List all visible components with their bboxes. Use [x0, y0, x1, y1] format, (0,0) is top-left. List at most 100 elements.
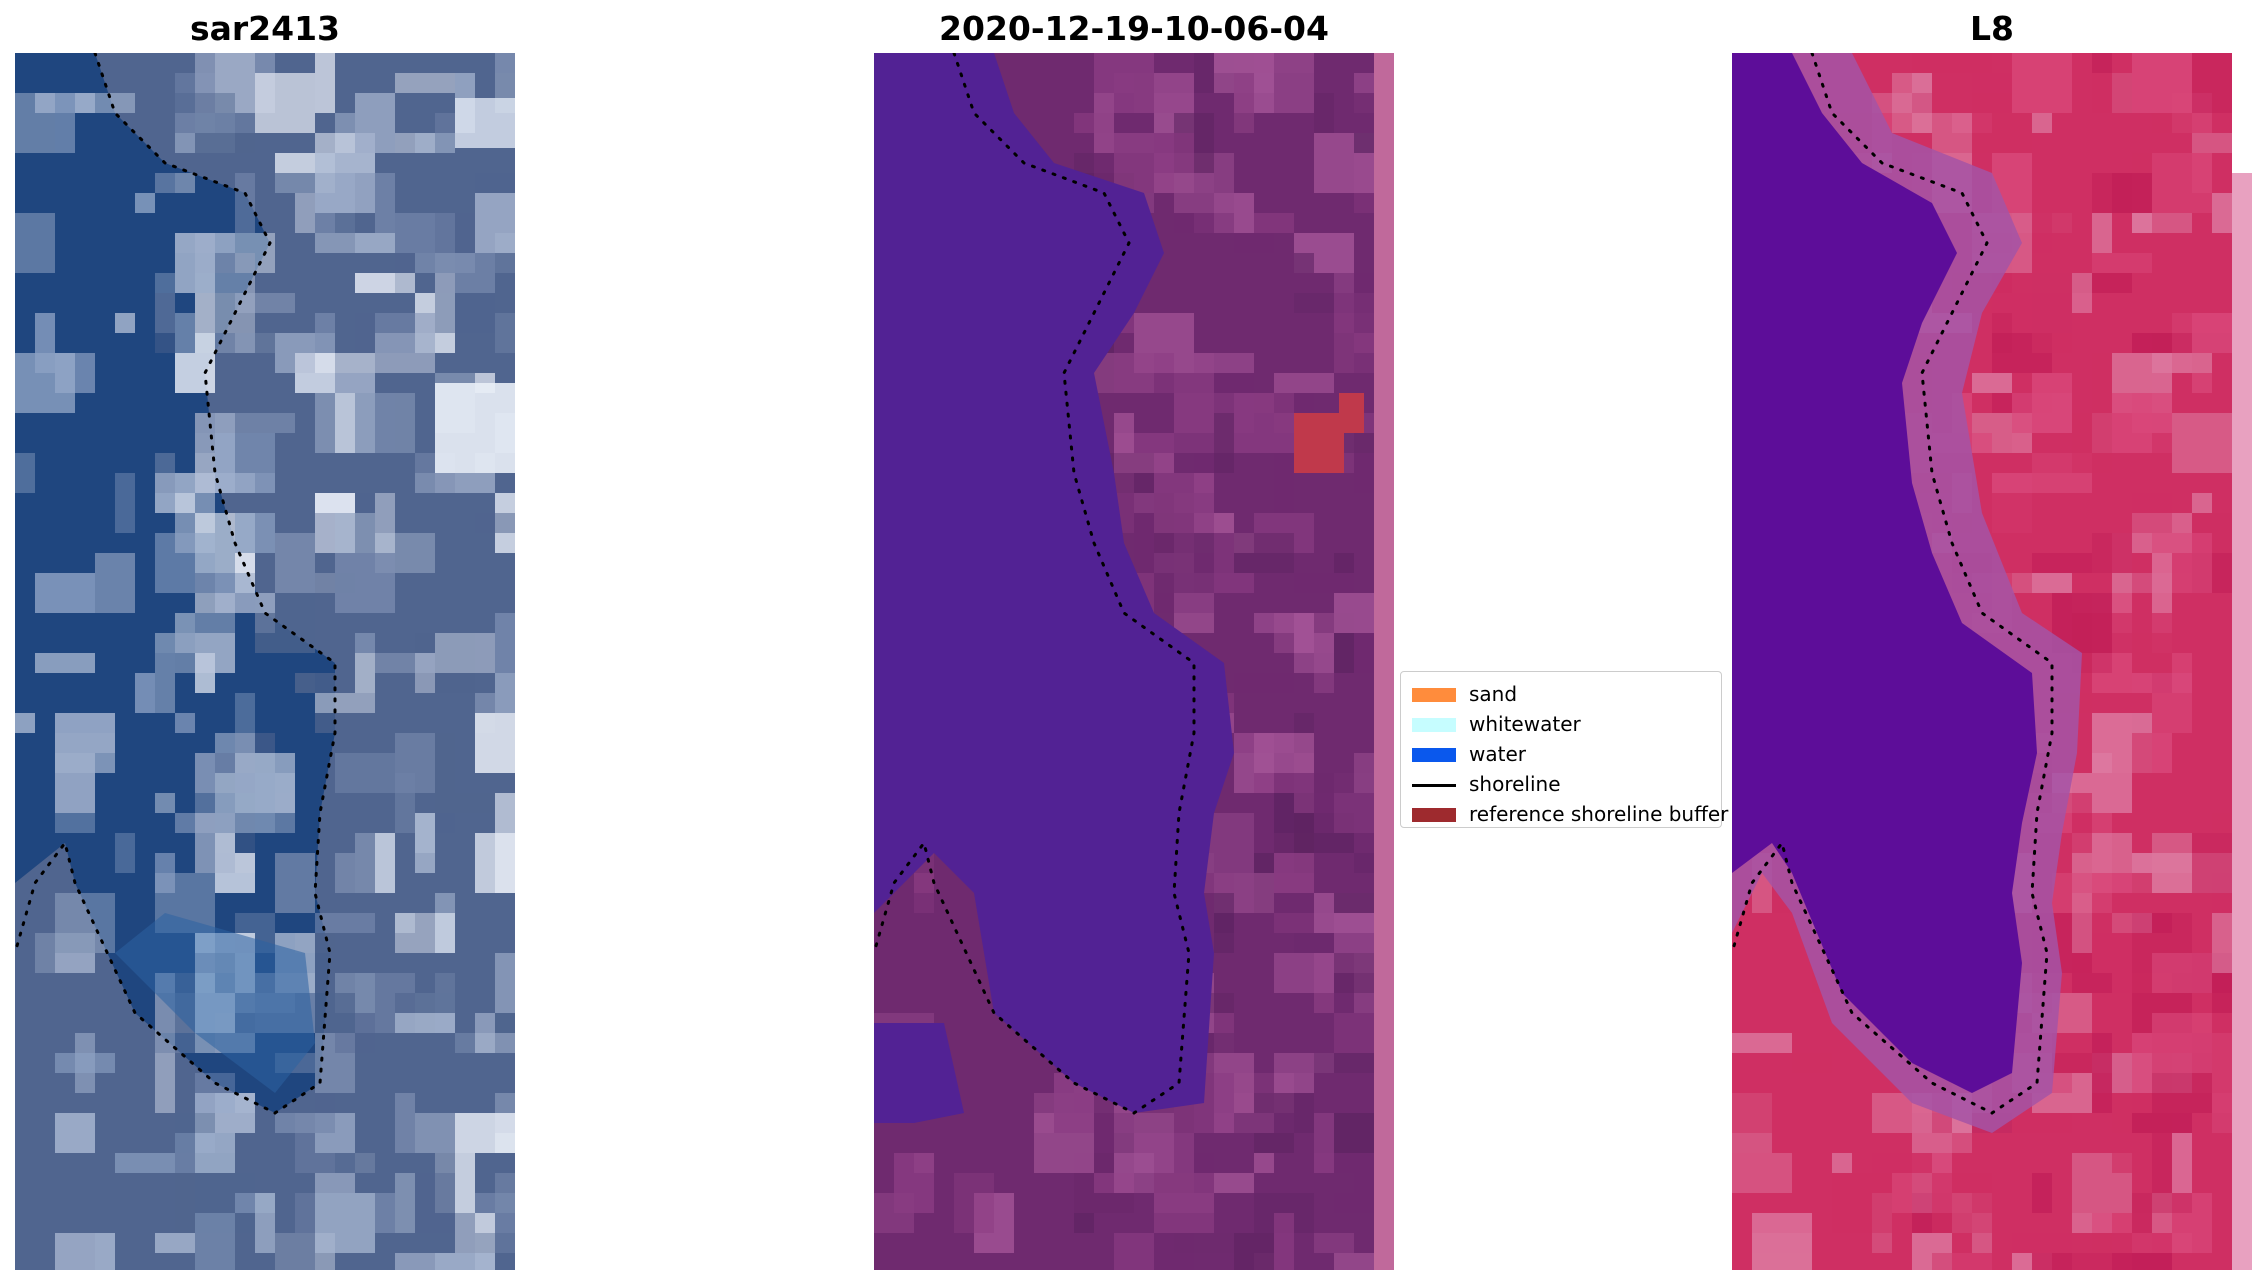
classified-water-lower — [874, 1023, 964, 1123]
texture-block — [15, 713, 35, 733]
panel-title-classified: 2020-12-19-10-06-04 — [939, 9, 1329, 48]
texture-block — [195, 1133, 235, 1173]
texture-block — [495, 953, 515, 1013]
texture-block — [355, 633, 375, 653]
texture-block — [495, 313, 515, 353]
texture-block — [35, 573, 95, 613]
texture-block — [155, 473, 195, 513]
texture-block — [1932, 1253, 1992, 1270]
texture-block — [1274, 1073, 1314, 1093]
texture-block — [1154, 473, 1214, 533]
texture-block — [475, 1033, 515, 1053]
texture-block — [2072, 93, 2112, 133]
texture-block — [415, 1113, 455, 1153]
texture-block — [1832, 1173, 1892, 1233]
classified-image-panel — [874, 53, 1394, 1270]
texture-block — [315, 313, 335, 353]
texture-block — [1154, 533, 1174, 553]
texture-block — [1792, 1053, 1832, 1073]
texture-block — [395, 1093, 415, 1153]
texture-block — [1194, 213, 1214, 233]
texture-block — [175, 1173, 195, 1233]
texture-block — [135, 193, 155, 213]
sar-image — [15, 53, 515, 1270]
texture-block — [315, 693, 375, 713]
texture-block — [1114, 1233, 1154, 1270]
texture-block — [315, 1033, 355, 1093]
texture-block — [2132, 493, 2172, 533]
texture-block — [275, 153, 315, 173]
texture-block — [315, 153, 375, 213]
texture-block — [155, 793, 175, 813]
texture-block — [255, 1193, 275, 1253]
texture-block — [1234, 73, 1254, 133]
texture-block — [455, 1213, 495, 1253]
legend-swatch-reference-buffer — [1412, 808, 1456, 822]
texture-block — [1912, 53, 1952, 73]
panel-title-l8: L8 — [1970, 9, 2014, 48]
texture-block — [1314, 1053, 1374, 1073]
texture-block — [275, 533, 315, 593]
texture-block — [1214, 353, 1254, 393]
texture-block — [1074, 1213, 1094, 1233]
texture-block — [2112, 533, 2132, 573]
texture-block — [355, 833, 395, 893]
sar-image-panel — [15, 53, 515, 1270]
texture-block — [2112, 913, 2152, 933]
texture-block — [175, 713, 195, 733]
texture-block — [195, 753, 215, 793]
texture-block — [2092, 1093, 2112, 1113]
texture-block — [2072, 793, 2092, 853]
texture-block — [415, 653, 435, 693]
texture-block — [195, 53, 215, 113]
texture-block — [1274, 1053, 1334, 1073]
texture-block — [215, 233, 235, 253]
texture-block — [415, 433, 435, 473]
texture-block — [2092, 1213, 2132, 1233]
texture-block — [55, 953, 95, 973]
texture-block — [495, 233, 515, 253]
texture-block — [175, 353, 215, 393]
texture-block — [1812, 1113, 1832, 1153]
texture-block — [1892, 73, 1932, 133]
texture-block — [1932, 113, 1972, 153]
texture-block — [315, 573, 335, 593]
texture-block — [1234, 533, 1254, 553]
texture-block — [2152, 1013, 2212, 1073]
texture-block — [1214, 1213, 1274, 1233]
texture-block — [395, 913, 415, 933]
texture-block — [295, 1193, 315, 1233]
legend-line-shoreline — [1412, 784, 1456, 787]
texture-block — [155, 453, 175, 493]
texture-block — [295, 673, 315, 693]
texture-block — [375, 513, 395, 533]
texture-block — [355, 453, 415, 493]
texture-block — [395, 1253, 435, 1270]
texture-block — [155, 293, 175, 353]
texture-block — [2032, 1173, 2052, 1213]
texture-block — [155, 273, 175, 333]
texture-block — [1154, 1173, 1214, 1233]
texture-block — [2112, 573, 2132, 613]
texture-block — [2152, 733, 2172, 773]
texture-block — [1952, 53, 1992, 73]
texture-block — [2092, 53, 2112, 73]
texture-block — [55, 1053, 115, 1073]
texture-block — [355, 233, 395, 253]
l8-water-area — [1732, 53, 2037, 1093]
texture-block — [2092, 753, 2112, 773]
texture-block — [495, 673, 515, 713]
texture-block — [1992, 493, 2032, 553]
texture-block — [375, 353, 415, 373]
texture-block — [2172, 653, 2192, 673]
texture-block — [315, 233, 355, 253]
texture-block — [415, 473, 435, 493]
texture-block — [115, 833, 135, 873]
texture-block — [1114, 453, 1174, 473]
texture-block — [475, 173, 515, 193]
texture-block — [335, 213, 375, 233]
texture-block — [335, 373, 375, 393]
texture-block — [1194, 353, 1254, 373]
texture-block — [375, 173, 395, 233]
texture-block — [55, 713, 115, 753]
